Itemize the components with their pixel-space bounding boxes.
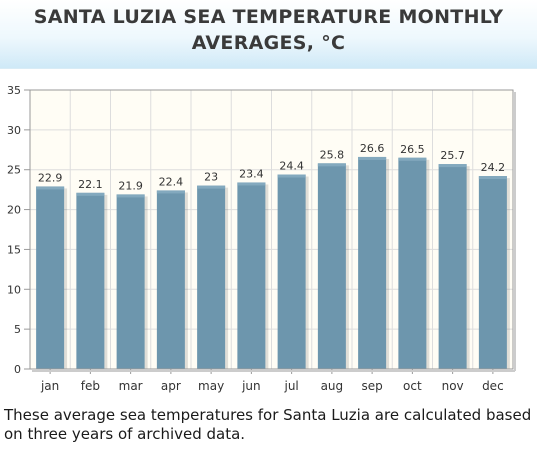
y-tick-label: 5	[14, 323, 21, 336]
y-tick-label: 0	[14, 363, 21, 376]
bar-apr	[156, 190, 185, 369]
x-tick-label-dec: dec	[482, 379, 504, 393]
x-tick-label-jan: jan	[40, 379, 59, 393]
data-label-feb: 22.1	[78, 178, 103, 191]
bar-may	[197, 185, 226, 369]
data-label-aug: 25.8	[320, 148, 345, 161]
x-tick-label-mar: mar	[119, 379, 143, 393]
bar-jul	[277, 174, 306, 369]
bar-top-highlight	[156, 190, 185, 194]
chart-title-line-1: SANTA LUZIA SEA TEMPERATURE MONTHLY	[33, 6, 504, 28]
bar-oct	[398, 157, 427, 369]
data-label-mar: 21.9	[118, 179, 143, 192]
y-tick-label: 30	[7, 124, 21, 137]
x-tick-label-feb: feb	[81, 379, 100, 393]
bar-jan	[36, 186, 65, 369]
x-tick-label-aug: aug	[321, 379, 344, 393]
data-label-jan: 22.9	[38, 171, 63, 184]
x-tick-label-may: may	[198, 379, 224, 393]
bar-top-highlight	[358, 156, 387, 160]
x-tick-label-nov: nov	[442, 379, 464, 393]
data-label-apr: 22.4	[159, 175, 184, 188]
bar-dec	[478, 176, 507, 369]
y-tick-label: 35	[7, 84, 21, 97]
data-label-nov: 25.7	[440, 149, 465, 162]
x-tick-label-jun: jun	[241, 379, 261, 393]
data-label-sep: 26.6	[360, 142, 385, 155]
bar-top-highlight	[197, 185, 226, 189]
bar-top-highlight	[398, 157, 427, 161]
bar-feb	[76, 192, 105, 369]
bar-top-highlight	[478, 176, 507, 180]
x-tick-label-jul: jul	[283, 379, 298, 393]
y-tick-label: 25	[7, 164, 21, 177]
sea-temperature-bar-chart: 0 5 10 15 20 25 30 35 22.9 jan 22.1 feb 21.9 mar 22.4 a…	[7, 84, 516, 393]
bar-top-highlight	[237, 182, 266, 186]
y-tick-label: 10	[7, 283, 21, 296]
bar-top-highlight	[116, 194, 145, 198]
x-tick-label-oct: oct	[403, 379, 422, 393]
bar-jun	[237, 182, 266, 369]
chart-title: SANTA LUZIA SEA TEMPERATURE MONTHLY AVER…	[0, 4, 537, 56]
chart-header: SANTA LUZIA SEA TEMPERATURE MONTHLY AVER…	[0, 0, 537, 69]
bar-top-highlight	[76, 192, 105, 196]
x-tick-label-apr: apr	[161, 379, 181, 393]
chart-caption: These average sea temperatures for Santa…	[4, 406, 532, 443]
chart-title-line-2: AVERAGES, °C	[191, 32, 346, 54]
bar-top-highlight	[438, 164, 467, 168]
y-tick-label: 15	[7, 243, 21, 256]
bar-top-highlight	[317, 163, 346, 167]
bar-nov	[438, 164, 467, 369]
bar-aug	[317, 163, 346, 369]
x-tick-label-sep: sep	[361, 379, 382, 393]
y-tick-label: 20	[7, 204, 21, 217]
bar-sep	[358, 156, 387, 369]
data-label-may: 23	[204, 171, 218, 184]
data-label-dec: 24.2	[481, 161, 506, 174]
bar-top-highlight	[277, 174, 306, 178]
data-label-jun: 23.4	[239, 167, 264, 180]
bar-top-highlight	[36, 186, 65, 190]
plot-frame	[29, 89, 514, 370]
data-label-jul: 24.4	[279, 159, 304, 172]
data-label-oct: 26.5	[400, 143, 425, 156]
bar-mar	[116, 194, 145, 369]
